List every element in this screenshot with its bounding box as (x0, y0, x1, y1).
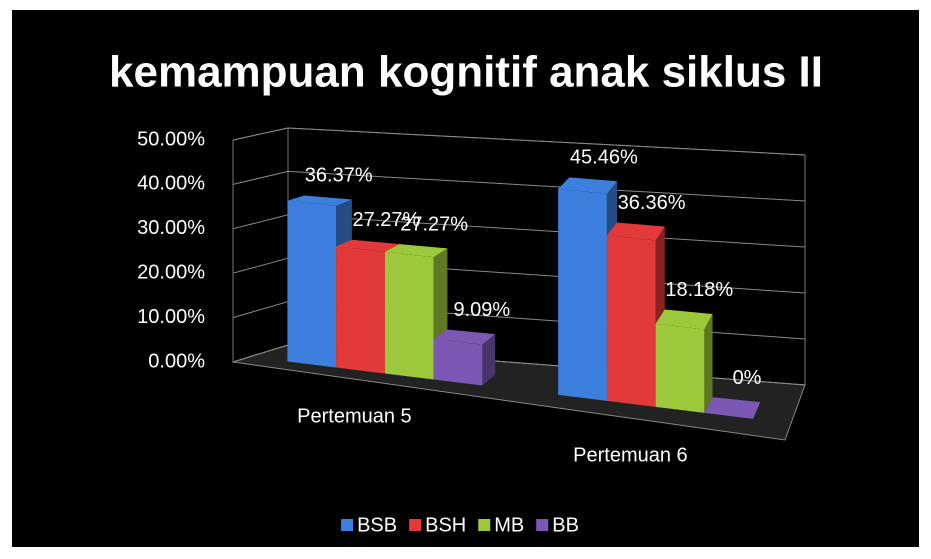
legend-label: BSH (425, 514, 466, 536)
legend-swatch (478, 519, 491, 531)
data-label: 18.18% (665, 279, 733, 301)
legend-swatch (409, 519, 422, 531)
data-label: 27.27% (400, 213, 468, 235)
x-tick-label: Pertemuan 6 (573, 444, 688, 466)
x-tick-label: Pertemuan 5 (297, 405, 412, 427)
bar-top (384, 244, 448, 258)
bar (384, 244, 448, 380)
legend-swatch (341, 519, 354, 531)
bar-top (336, 239, 400, 252)
bar-front (433, 338, 483, 386)
bar-top (655, 309, 713, 330)
y-tick-label: 0.00% (148, 350, 205, 372)
data-label: 9.09% (454, 299, 511, 321)
legend-label: BSB (357, 514, 397, 536)
bar-front (287, 200, 337, 368)
bar-side (704, 313, 713, 413)
bar-top (606, 222, 665, 241)
bar (704, 397, 761, 419)
y-tick-label: 40.00% (137, 173, 205, 195)
bar (655, 309, 713, 413)
bar-top (558, 177, 618, 194)
data-label: 36.37% (305, 165, 373, 187)
bar-top (287, 195, 352, 206)
grid-line (232, 127, 806, 156)
data-label: 0% (733, 367, 762, 389)
grid-line (232, 170, 806, 202)
y-tick-label: 30.00% (137, 217, 205, 239)
side-wall (232, 127, 289, 363)
bar (433, 329, 496, 386)
data-label: 36.36% (618, 192, 686, 214)
chart-title: kemampuan kognitif anak siklus II (109, 48, 823, 97)
bar-side (482, 334, 496, 386)
y-tick-label: 50.00% (137, 128, 205, 150)
data-label: 27.27% (352, 209, 420, 231)
legend-label: BB (552, 514, 579, 536)
legend-swatch (536, 519, 549, 531)
bar-front (558, 188, 607, 401)
y-tick-label: 20.00% (137, 261, 205, 283)
bar-top (433, 329, 496, 345)
bar-front (655, 323, 705, 413)
bar-top (704, 397, 761, 419)
y-tick-label: 10.00% (137, 306, 205, 328)
bar-front (336, 246, 385, 374)
bar-front (606, 235, 656, 407)
data-label: 45.46% (570, 146, 638, 168)
legend-label: MB (494, 514, 524, 536)
bar-front (384, 251, 434, 380)
